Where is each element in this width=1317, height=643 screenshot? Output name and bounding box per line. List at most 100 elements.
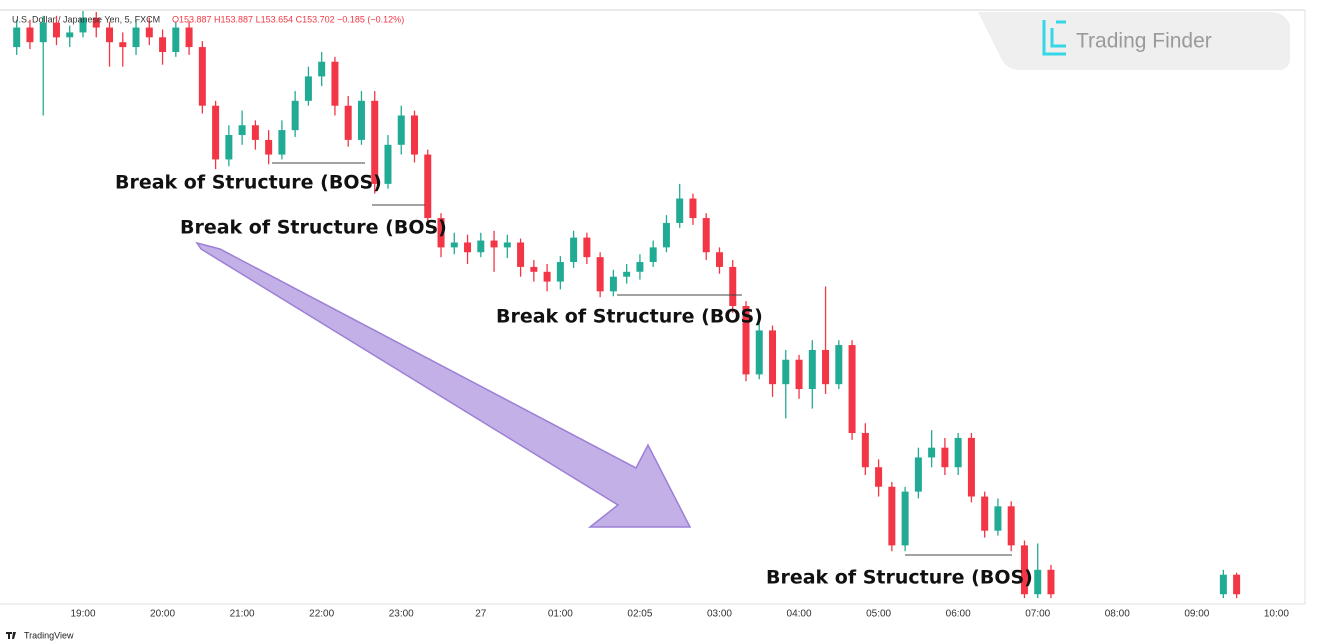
candle-body [79,17,87,33]
candle-body [1020,545,1028,595]
ohlc: O153.887 H153.887 L153.654 C153.702 −0.1… [172,14,404,24]
candle-body [318,61,326,77]
candle-body [543,271,551,282]
candle-body [1007,506,1015,546]
x-tick-label: 22:00 [309,609,334,620]
candle-body [464,242,472,253]
candle-body [291,100,299,131]
candle-body [570,237,578,263]
symbol: U.S. Dollar / Japanese Yen, 5, FXCM [12,14,160,24]
x-tick-label: 21:00 [230,609,255,620]
bos-lines [272,162,1012,556]
bos-label: Break of Structure (BOS) [180,217,447,239]
candle-body [609,276,617,292]
candle-body [384,144,392,184]
x-tick-label: 19:00 [70,609,95,620]
candle-body [875,467,883,487]
candle-body [835,345,843,385]
candle-body [1034,569,1042,595]
candle-body [437,218,445,248]
candle-body [967,437,975,497]
candle-body [238,125,246,136]
candle-body [26,27,34,43]
bos-label: Break of Structure (BOS) [115,172,382,194]
candle-body [901,491,909,546]
candle-body [212,105,220,160]
candle-body [517,242,525,267]
x-tick-label: 04:00 [787,609,812,620]
x-tick-label: 01:00 [548,609,573,620]
footer-logo [6,632,16,639]
candle-body [119,42,127,48]
x-tick-label: 10:00 [1264,609,1289,620]
x-tick-label: 20:00 [150,609,175,620]
x-tick-label: 07:00 [1025,609,1050,620]
bos-label: Break of Structure (BOS) [766,567,1033,589]
candle-body [39,22,47,43]
candle-body [66,32,74,38]
footer: TradingView [24,630,74,640]
candle-body [755,330,763,375]
candle-body [225,135,233,160]
candle-body [941,447,949,468]
candle-body [344,105,352,140]
candle-body [689,198,697,219]
candle-body [265,139,273,155]
candle-body [331,61,339,106]
candle-body [397,115,405,145]
logo-icon [1042,20,1066,56]
candle-body [132,27,140,48]
candle-body [304,76,312,101]
candle-body [1047,569,1055,595]
x-tick-label: 02:05 [627,609,652,620]
candle-body [1233,574,1241,595]
candle-body [676,198,684,223]
candle-body [490,240,498,248]
candle-body [649,247,657,263]
logo-text: Trading Finder [1076,30,1212,53]
x-tick-label: 08:00 [1105,609,1130,620]
candle-body [808,349,816,390]
x-tick-label: 09:00 [1184,609,1209,620]
candle-body [715,252,723,267]
candle-body [994,506,1002,531]
x-tick-label: 27 [475,609,487,620]
candle-body [371,100,379,184]
candle-body [662,222,670,248]
candle-body [92,17,100,28]
x-tick-label: 03:00 [707,609,732,620]
candle-body [145,27,153,38]
candle-body [729,266,737,306]
candle-body [556,262,564,282]
candle-body [636,262,644,272]
candle-body [769,330,777,385]
candle-body [357,100,365,140]
candle-body [795,359,803,390]
candle-body [159,37,167,52]
candle-body [954,437,962,468]
candle-body [928,447,936,458]
candle-body [914,457,922,492]
candle-body [477,240,485,253]
candle-body [888,486,896,546]
candle-body [251,125,259,140]
candle-body [583,237,591,258]
candle-body [278,130,286,155]
candle-body [596,257,604,292]
candle-body [450,242,458,248]
candle-body [172,27,180,52]
candle-body [861,433,869,468]
x-tick-label: 06:00 [946,609,971,620]
candle-body [411,115,418,155]
candle-body [530,266,538,272]
candle-body [848,345,856,434]
candle-body [623,271,631,277]
candles [13,10,1241,599]
trend-arrow [195,241,692,528]
x-tick-label: 05:00 [866,609,891,620]
candle-body [503,242,511,248]
candle-body [822,349,830,385]
candle-body [981,496,989,531]
